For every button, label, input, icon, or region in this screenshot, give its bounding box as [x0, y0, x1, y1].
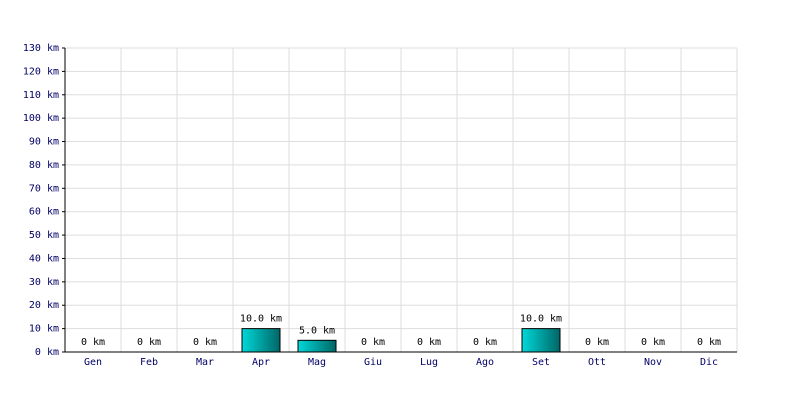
x-tick-label: Nov: [644, 357, 662, 368]
value-label: 0 km: [137, 337, 161, 348]
x-tick-label: Mar: [196, 357, 214, 368]
x-tick-label: Set: [532, 357, 550, 368]
y-tick-label: 120 km: [23, 66, 59, 77]
y-tick-label: 10 km: [29, 324, 59, 335]
y-tick-label: 60 km: [29, 207, 59, 218]
value-label: 5.0 km: [299, 325, 335, 336]
value-label: 0 km: [417, 337, 441, 348]
y-tick-label: 40 km: [29, 253, 59, 264]
x-tick-label: Apr: [252, 357, 270, 368]
y-tick-label: 30 km: [29, 277, 59, 288]
y-tick-label: 20 km: [29, 300, 59, 311]
y-tick-label: 100 km: [23, 113, 59, 124]
value-label: 0 km: [585, 337, 609, 348]
value-label: 10.0 km: [240, 314, 282, 325]
value-label: 0 km: [641, 337, 665, 348]
value-label: 10.0 km: [520, 314, 562, 325]
bar: [297, 339, 337, 353]
x-tick-label: Gen: [84, 357, 102, 368]
y-tick-label: 0 km: [35, 347, 59, 358]
y-tick-label: 70 km: [29, 183, 59, 194]
x-tick-label: Mag: [308, 357, 326, 368]
x-tick-label: Ago: [476, 357, 494, 368]
y-tick-label: 80 km: [29, 160, 59, 171]
bar: [241, 328, 281, 353]
value-label: 0 km: [361, 337, 385, 348]
x-tick-label: Feb: [140, 357, 158, 368]
bar: [521, 328, 561, 353]
x-tick-label: Ott: [588, 357, 606, 368]
y-tick-label: 110 km: [23, 90, 59, 101]
x-tick-label: Giu: [364, 357, 382, 368]
value-label: 0 km: [697, 337, 721, 348]
y-tick-label: 90 km: [29, 137, 59, 148]
y-tick-label: 50 km: [29, 230, 59, 241]
y-tick-label: 130 km: [23, 43, 59, 54]
value-label: 0 km: [473, 337, 497, 348]
value-label: 0 km: [81, 337, 105, 348]
x-tick-label: Dic: [700, 357, 718, 368]
x-tick-label: Lug: [420, 357, 438, 368]
value-label: 0 km: [193, 337, 217, 348]
